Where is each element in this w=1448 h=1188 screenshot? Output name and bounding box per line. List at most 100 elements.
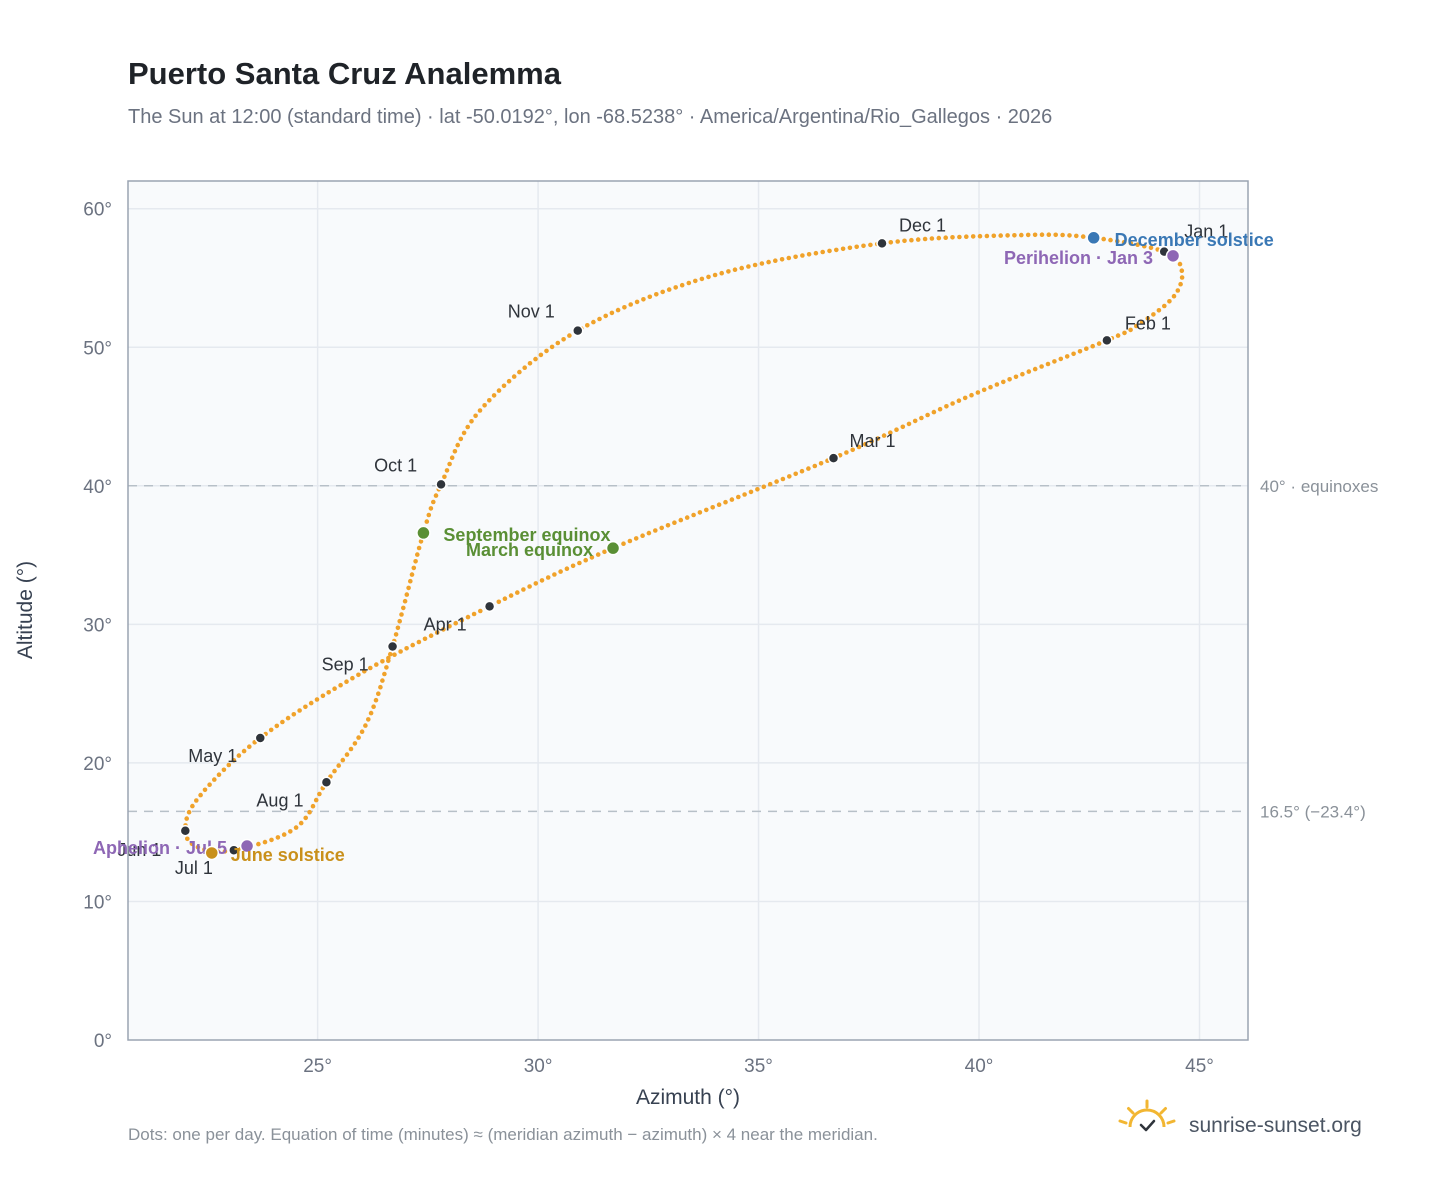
daily-sun-dot bbox=[477, 408, 483, 413]
plot-frame bbox=[127, 180, 1249, 1041]
month-label: Oct 1 bbox=[374, 455, 417, 475]
daily-sun-dot bbox=[222, 849, 228, 854]
daily-sun-dot bbox=[1032, 232, 1038, 238]
event-marker bbox=[204, 845, 220, 861]
daily-sun-dot bbox=[1156, 308, 1162, 313]
daily-sun-dot bbox=[511, 374, 517, 379]
x-tick-label: 40° bbox=[965, 1056, 994, 1077]
daily-sun-dot bbox=[936, 235, 942, 241]
event-marker bbox=[1165, 248, 1181, 264]
daily-sun-dot bbox=[280, 719, 285, 725]
daily-sun-dot bbox=[212, 777, 217, 782]
daily-sun-dot bbox=[653, 528, 658, 533]
daily-sun-dot bbox=[256, 841, 261, 847]
daily-sun-dot bbox=[1053, 232, 1058, 238]
daily-sun-dot bbox=[515, 590, 520, 595]
y-tick-label: 20° bbox=[83, 754, 112, 775]
daily-sun-dot bbox=[303, 815, 309, 821]
daily-sun-dot bbox=[888, 240, 894, 245]
daily-sun-dot bbox=[1064, 354, 1070, 359]
daily-sun-dot bbox=[552, 572, 557, 577]
daily-sun-dot bbox=[746, 264, 751, 269]
event-label: June solstice bbox=[231, 845, 345, 865]
daily-sun-dot bbox=[416, 545, 422, 551]
daily-sun-dot bbox=[288, 829, 293, 834]
daily-sun-dot bbox=[491, 393, 497, 398]
daily-sun-dot bbox=[502, 596, 508, 601]
daily-sun-dot bbox=[275, 835, 281, 840]
daily-sun-dot bbox=[428, 633, 434, 638]
daily-sun-dot bbox=[919, 415, 924, 421]
daily-sun-dot bbox=[404, 646, 409, 651]
x-tick-label: 45° bbox=[1185, 1056, 1214, 1077]
daily-sun-dot bbox=[447, 461, 452, 467]
daily-sun-dot bbox=[806, 252, 812, 257]
daily-sun-dot bbox=[356, 672, 361, 678]
daily-sun-dot bbox=[774, 479, 779, 484]
daily-sun-dot bbox=[298, 820, 304, 826]
y-tick-label: 40° bbox=[83, 477, 112, 498]
daily-sun-dot bbox=[408, 578, 413, 584]
sun-check-icon bbox=[1118, 1099, 1176, 1132]
month-marker bbox=[1101, 334, 1113, 347]
daily-sun-dot bbox=[431, 499, 436, 505]
daily-sun-dot bbox=[684, 515, 690, 520]
daily-sun-dot bbox=[388, 651, 393, 657]
daily-sun-dot bbox=[442, 474, 447, 480]
daily-sun-dot bbox=[1071, 351, 1076, 357]
daily-sun-dot bbox=[693, 278, 698, 284]
daily-sun-dot bbox=[1001, 379, 1006, 385]
event-marker bbox=[1086, 230, 1101, 246]
daily-sun-dot bbox=[736, 494, 741, 500]
daily-sun-dot bbox=[977, 233, 983, 239]
reference-line-label: 40° · equinoxes bbox=[1260, 477, 1378, 496]
daily-sun-dot bbox=[1148, 245, 1154, 250]
daily-sun-dot bbox=[861, 243, 866, 249]
daily-sun-dot bbox=[424, 519, 430, 524]
daily-sun-dot bbox=[875, 436, 881, 441]
daily-sun-dot bbox=[1058, 356, 1064, 362]
daily-sun-dot bbox=[1090, 343, 1095, 349]
month-marker bbox=[386, 640, 399, 653]
daily-sun-dot bbox=[964, 234, 969, 239]
daily-sun-dot bbox=[527, 584, 532, 589]
month-marker bbox=[876, 237, 888, 250]
daily-sun-dot bbox=[545, 575, 551, 580]
daily-sun-dot bbox=[766, 259, 771, 265]
daily-sun-dot bbox=[398, 649, 403, 654]
daily-sun-dot bbox=[1012, 233, 1017, 238]
daily-sun-dot bbox=[706, 274, 711, 280]
daily-sun-dot bbox=[793, 471, 798, 477]
daily-sun-dot bbox=[401, 605, 406, 611]
month-label: Aug 1 bbox=[256, 790, 303, 810]
daily-sun-dot bbox=[856, 444, 862, 450]
daily-sun-dot bbox=[564, 566, 570, 571]
month-label: Apr 1 bbox=[424, 614, 467, 634]
daily-sun-dot bbox=[285, 715, 291, 721]
daily-sun-dot bbox=[410, 642, 416, 648]
x-axis-ticks: 25° 30° 35° 40° 45° bbox=[303, 1056, 1214, 1077]
daily-sun-dot bbox=[433, 493, 439, 498]
daily-sun-dot bbox=[697, 510, 703, 515]
daily-sun-dot bbox=[184, 816, 189, 821]
daily-sun-dot bbox=[1025, 232, 1031, 238]
daily-sun-dot bbox=[912, 418, 918, 424]
daily-sun-dot bbox=[418, 539, 424, 544]
daily-sun-dot bbox=[944, 404, 949, 409]
daily-sun-dot bbox=[336, 763, 342, 768]
daily-sun-dot bbox=[844, 450, 849, 455]
daily-sun-dot bbox=[850, 447, 855, 453]
daily-sun-dot bbox=[950, 401, 955, 406]
daily-sun-dot bbox=[894, 427, 899, 433]
daily-sun-dot bbox=[395, 625, 401, 631]
daily-sun-dot bbox=[672, 520, 677, 525]
daily-sun-dot bbox=[863, 441, 868, 447]
daily-sun-dot bbox=[459, 617, 465, 623]
daily-sun-dot bbox=[723, 499, 728, 505]
daily-sun-dot bbox=[404, 592, 410, 597]
daily-sun-dot bbox=[501, 383, 507, 389]
daily-sun-dot bbox=[726, 269, 731, 274]
daily-sun-dot bbox=[236, 753, 242, 758]
daily-sun-dot bbox=[356, 735, 361, 740]
